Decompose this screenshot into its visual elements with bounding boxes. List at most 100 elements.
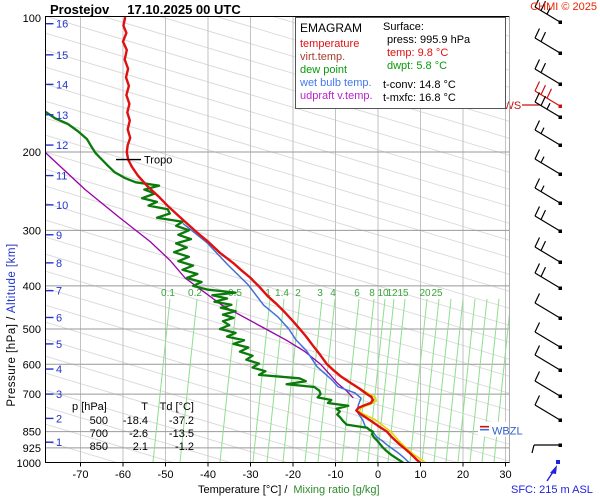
dry-adiabat-line (45, 236, 510, 377)
wind-barb (534, 206, 562, 233)
station-name: Prostejov (50, 2, 110, 17)
dry-adiabat-line (45, 253, 510, 394)
wind-barb (534, 59, 562, 86)
wet-bulb-temp-curve (182, 223, 410, 462)
mixing-ratio-line (445, 298, 464, 462)
legend-item-dew-point: dew point (300, 64, 348, 76)
legend-panel: EMAGRAM temperature virt.temp. dew point we… (295, 17, 379, 109)
altitude-tick-label: 8 (56, 258, 62, 270)
x-tick-label: 30 (499, 469, 511, 481)
legend-item-udpraft-v-temp-: udpraft v.temp. (300, 90, 373, 102)
sfc-label: SFC: 215 m ASL (511, 484, 593, 496)
pressure-tick-label: 600 (23, 359, 41, 371)
wind-barb-dot (558, 201, 562, 205)
x-tick-label: -60 (115, 469, 131, 481)
wbzl-label: WBZL (492, 426, 523, 438)
wind-barb (531, 443, 562, 454)
mixing-ratio-line (152, 298, 171, 462)
altitude-tick-label: 16 (56, 19, 68, 31)
x-tick-label: -10 (328, 469, 344, 481)
wind-barb-dot (558, 286, 562, 290)
wind-barb-dot (558, 316, 562, 320)
altitude-tick-label: 3 (56, 389, 62, 401)
wind-barb (534, 28, 562, 55)
wind-barb (534, 92, 562, 119)
y-axis-label-pressure: Pressure [hPa] (6, 323, 18, 407)
legend-item-temperature: temperature (300, 38, 360, 50)
table-row: 700 -2.6 -13.5 (72, 428, 194, 441)
sfc-arrowhead (550, 465, 557, 474)
y-axis-label: Pressure [hPa] / Altitude [km] (6, 180, 20, 470)
table-row: 850 2.1 -1.2 (72, 441, 194, 454)
mixing-ratio-line (433, 298, 452, 462)
table-cell: 700 (89, 428, 108, 440)
x-axis-label-temperature: Temperature [°C] / (198, 484, 288, 496)
altitude-tick-label: 15 (56, 50, 68, 62)
wind-barb (534, 345, 562, 372)
wind-barb-dot (558, 229, 562, 233)
table-cell: -18.4 (122, 415, 148, 427)
y-axis-label-altitude: Altitude [km] (6, 243, 18, 314)
legend-items: temperature virt.temp. dew point wet bulb t… (300, 38, 378, 103)
altitude-tick-label: 11 (56, 171, 67, 183)
pressure-tick-label: 925 (23, 443, 41, 455)
mixing-ratio-label: 0.1 (161, 288, 175, 299)
pressure-tick-label: 700 (23, 389, 41, 401)
wind-barb-dot (558, 172, 562, 176)
pressure-tick-label: 850 (23, 427, 41, 439)
wind-barb (534, 178, 562, 205)
x-axis-label: Temperature [°C] / Mixing ratio [g/kg] (198, 484, 380, 496)
levels-table: p [hPa] T Td [°C] 500 -18.4 -37.2 700 -2.6 -13.… (72, 401, 194, 454)
mixing-ratio-label: 20 (419, 288, 431, 299)
wind-barb-dot (558, 20, 562, 24)
wind-barb (534, 120, 562, 147)
surface-title: Surface: (383, 21, 424, 33)
surface-value: dwpt: 5.8 °C (387, 60, 448, 72)
mixing-ratio-line (341, 298, 360, 462)
table-cell: -37.2 (168, 415, 194, 427)
mixing-ratio-line (266, 298, 285, 462)
surface-lines: press: 995.9 hPa temp: 9.8 °C dwpt: 5.8 °C… (383, 34, 505, 105)
pressure-tick-label: 500 (23, 324, 41, 336)
wind-barb (534, 322, 562, 349)
mixing-ratio-label: 8 (369, 288, 375, 299)
wbzl-background (478, 421, 522, 437)
mixing-ratio-label: 2 (295, 288, 301, 299)
tropopause-label: Tropo (144, 155, 172, 167)
pressure-tick-label: 300 (23, 225, 41, 237)
x-tick-label: -40 (200, 469, 216, 481)
mixing-ratio-line (179, 298, 198, 462)
table-cell: -1.2 (175, 441, 194, 453)
wind-barb (534, 237, 562, 264)
surface-level-dot (556, 460, 560, 464)
mixing-ratio-label: 12 (386, 288, 398, 299)
wind-barb-dot (558, 115, 562, 119)
table-header: T (141, 401, 148, 413)
table-row: 500 -18.4 -37.2 (72, 415, 194, 428)
table-cell: -13.5 (168, 428, 194, 440)
wind-barb (534, 0, 562, 24)
wind-barb-dot (558, 104, 562, 108)
mixing-ratio-line (457, 298, 476, 462)
mixing-ratio-label: 0.2 (188, 288, 202, 299)
x-tick-label: -70 (73, 469, 89, 481)
pressure-tick-label: 100 (23, 13, 41, 25)
wind-barb-dot (558, 443, 562, 447)
mixing-ratio-label: 6 (354, 288, 360, 299)
surface-value: temp: 9.8 °C (387, 47, 449, 59)
wind-barb-dot (558, 368, 562, 372)
mixing-ratio-label: 10 (377, 288, 389, 299)
mixing-ratio-line (421, 298, 440, 462)
wind-barb (534, 149, 562, 176)
surface-value: t-mxfc: 16.8 °C (383, 92, 456, 104)
altitude-tick-label: 5 (56, 339, 62, 351)
x-axis-label-mixing-ratio: Mixing ratio [g/kg] (293, 484, 380, 496)
altitude-tick-label: 7 (56, 286, 62, 298)
updraft-virt-temp-curve (45, 151, 354, 399)
mixing-ratio-line (304, 298, 323, 462)
x-tick-label: -20 (285, 469, 301, 481)
table-cell: 2.1 (132, 441, 148, 453)
wind-barb (534, 371, 562, 398)
